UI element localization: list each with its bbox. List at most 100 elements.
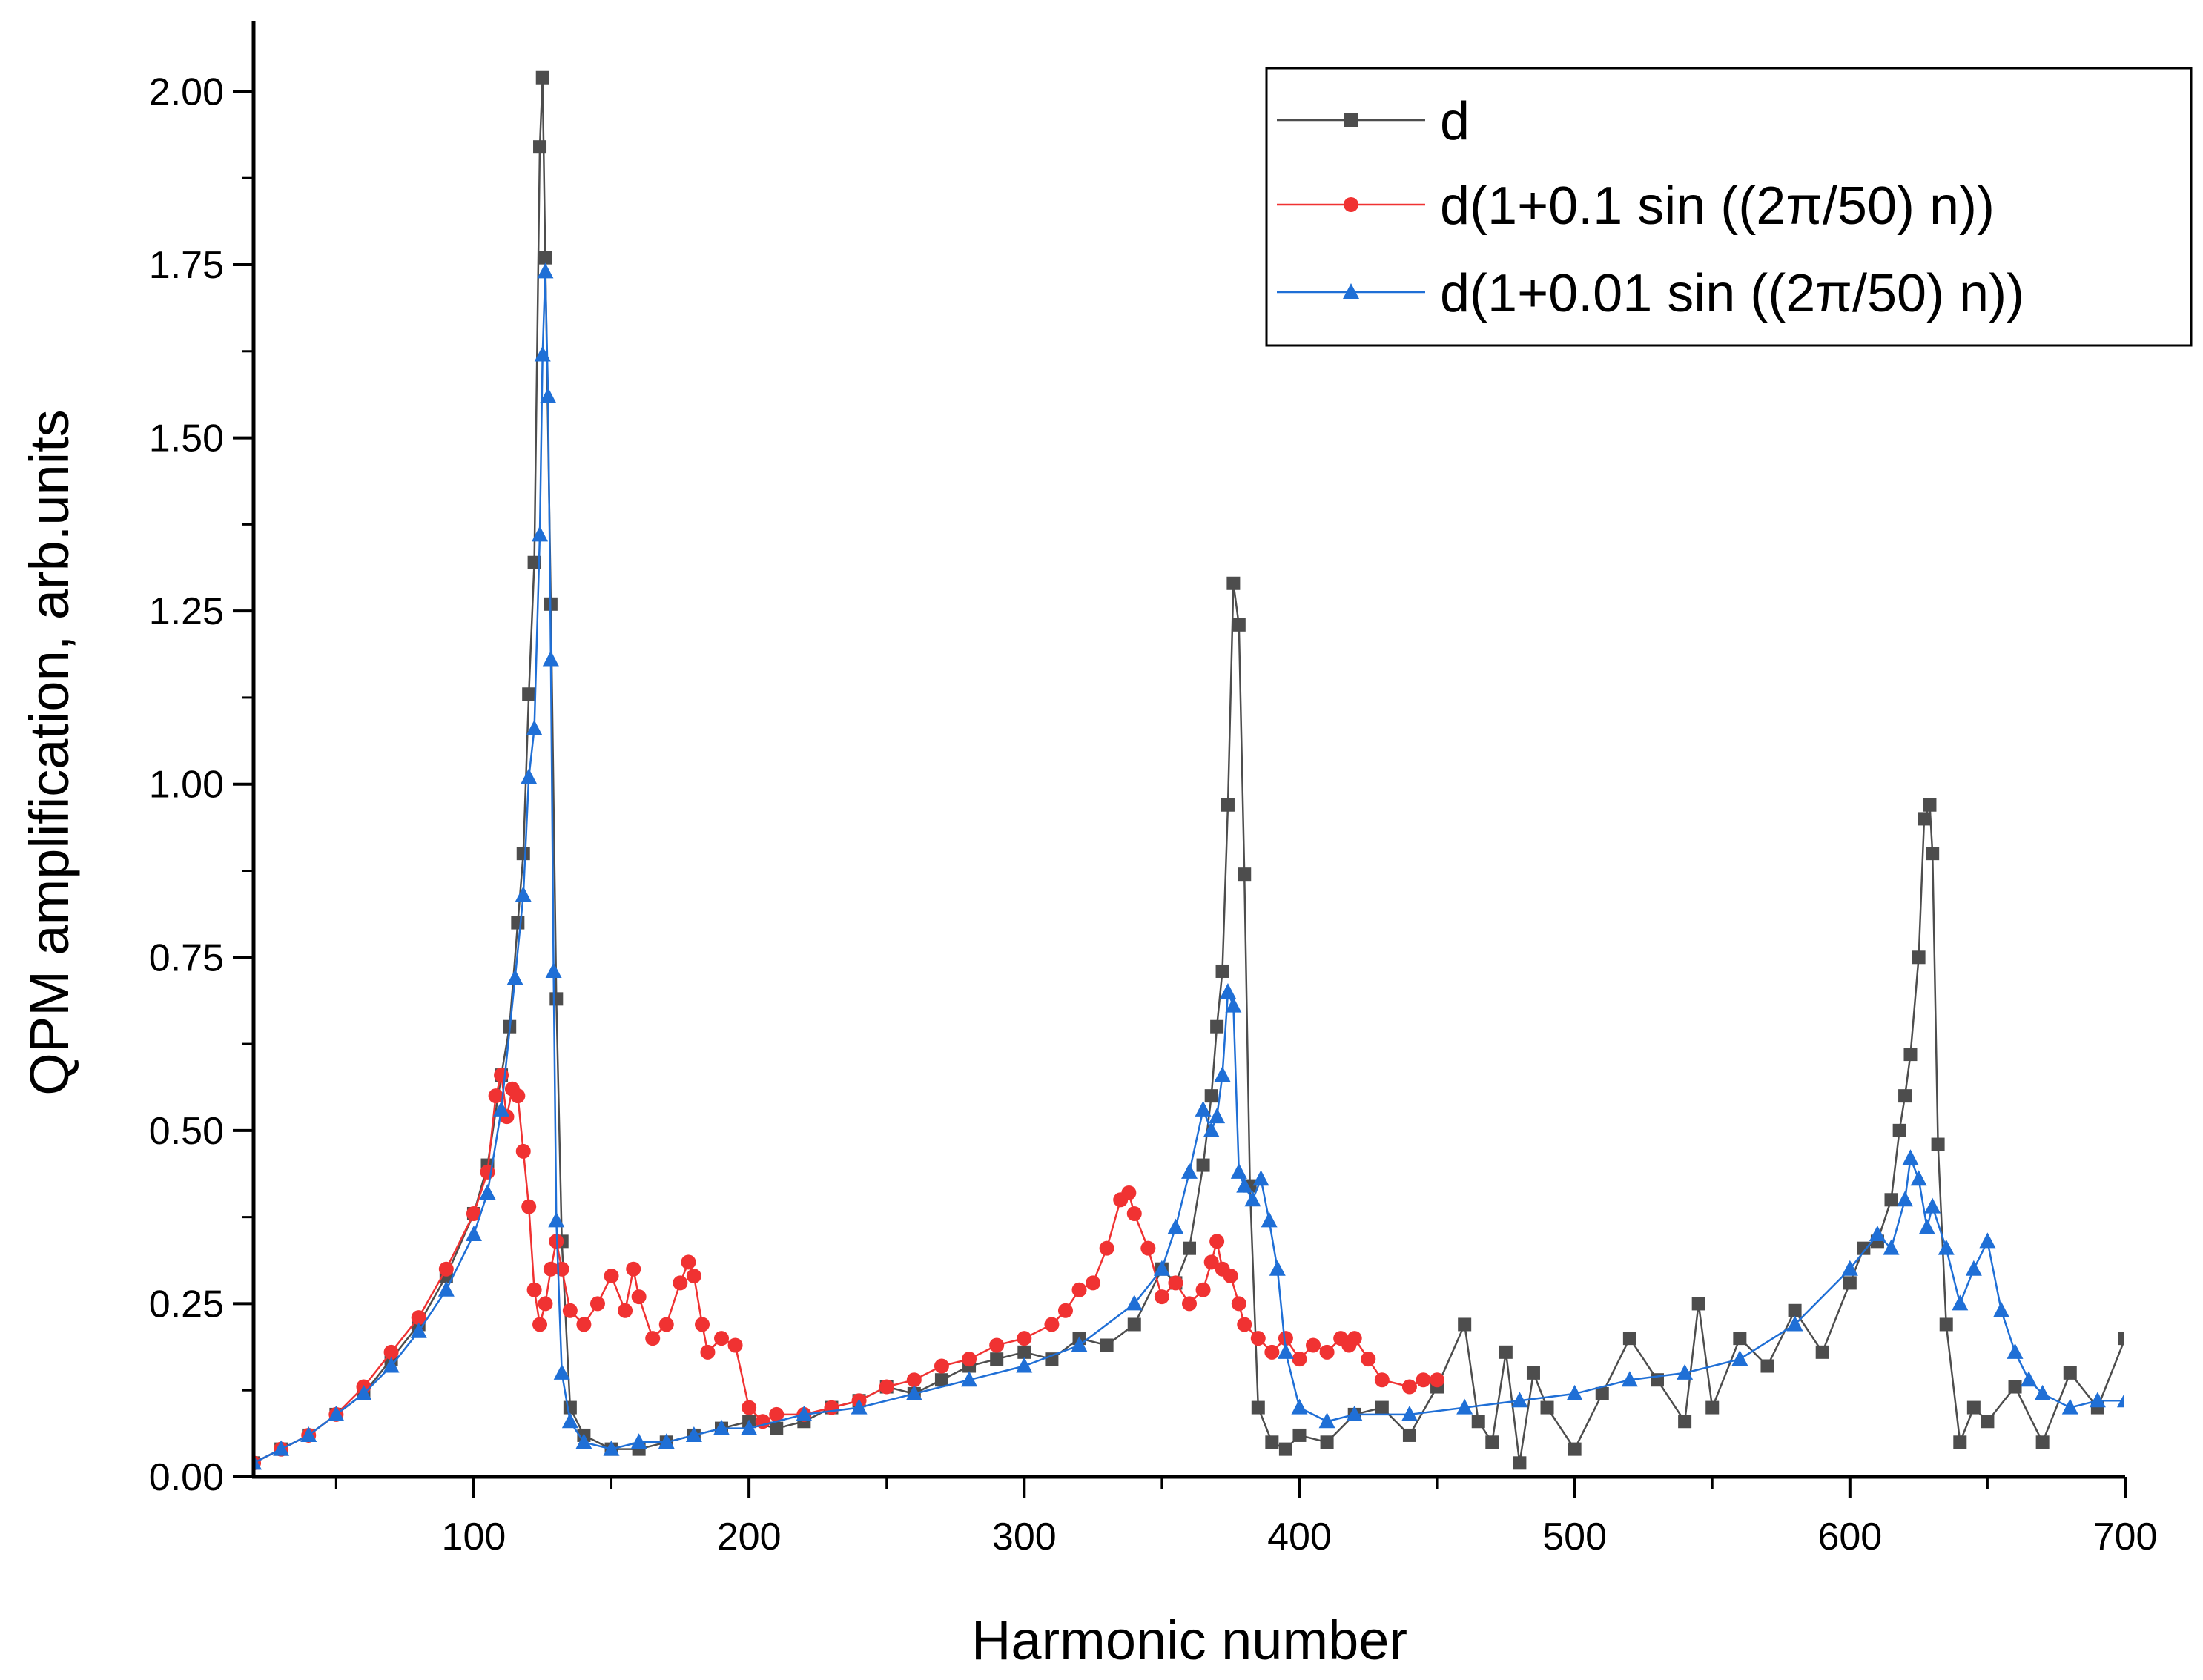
- data-point: [538, 1296, 553, 1312]
- data-point: [1182, 1296, 1197, 1312]
- data-point: [273, 1440, 290, 1456]
- data-point: [511, 916, 525, 930]
- data-point: [1953, 1435, 1967, 1449]
- data-point: [1375, 1400, 1389, 1415]
- data-point: [1815, 1345, 1829, 1359]
- data-point: [1183, 1241, 1196, 1255]
- data-point: [411, 1310, 426, 1326]
- data-point: [1195, 1282, 1211, 1297]
- data-point: [1924, 1197, 1941, 1214]
- data-point: [1912, 950, 1926, 965]
- data-point: [1153, 1260, 1170, 1276]
- data-point: [1731, 1350, 1748, 1366]
- data-point: [1244, 1191, 1261, 1207]
- data-point: [1705, 1400, 1720, 1415]
- data-point: [563, 1400, 577, 1415]
- data-point: [906, 1372, 922, 1388]
- data-point: [1566, 1384, 1583, 1400]
- data-point: [554, 1261, 569, 1277]
- data-point: [1099, 1240, 1114, 1256]
- data-point: [1892, 1123, 1906, 1137]
- data-point: [527, 555, 541, 569]
- data-point: [438, 1261, 454, 1277]
- data-point: [1374, 1372, 1390, 1388]
- data-point: [543, 1261, 558, 1277]
- data-point: [1291, 1398, 1308, 1415]
- data-point: [1965, 1260, 1982, 1276]
- data-point: [1918, 812, 1932, 826]
- legend-label: d(1+0.1 sin ((2π/50) n)): [1440, 176, 1995, 236]
- data-point: [355, 1384, 372, 1400]
- data-point: [658, 1317, 674, 1332]
- data-point: [1251, 1400, 1265, 1415]
- data-point: [1884, 1193, 1898, 1207]
- data-point: [383, 1357, 400, 1373]
- data-point: [741, 1419, 758, 1435]
- data-point: [1992, 1301, 2009, 1317]
- data-point: [488, 1088, 503, 1104]
- data-point: [1526, 1366, 1540, 1380]
- data-point: [521, 768, 538, 784]
- data-point: [1225, 996, 1242, 1013]
- data-point: [2117, 1395, 2124, 1408]
- data-point: [300, 1426, 317, 1442]
- data-point: [1250, 1331, 1266, 1346]
- data-point: [990, 1352, 1004, 1366]
- data-point: [631, 1289, 647, 1305]
- data-point: [1237, 1317, 1252, 1332]
- data-point: [713, 1419, 730, 1435]
- data-point: [254, 1454, 262, 1470]
- data-point: [1278, 1442, 1292, 1456]
- y-tick-label: 1.25: [149, 590, 224, 633]
- data-point: [645, 1331, 661, 1346]
- data-point: [1568, 1442, 1582, 1456]
- data-point: [516, 847, 530, 861]
- data-point: [493, 1100, 510, 1117]
- data-point: [618, 1303, 633, 1318]
- legend-marker: [1343, 283, 1359, 299]
- data-point: [1278, 1331, 1293, 1346]
- x-axis-title: Harmonic number: [971, 1610, 1407, 1671]
- data-point: [537, 262, 554, 279]
- y-axis-title: QPM amplification, arb.units: [19, 409, 80, 1095]
- data-point: [1016, 1357, 1033, 1373]
- data-point: [1595, 1386, 1609, 1400]
- data-point: [532, 526, 549, 542]
- data-point: [328, 1405, 345, 1421]
- data-point: [1786, 1315, 1803, 1332]
- data-point: [1167, 1218, 1184, 1234]
- data-point: [879, 1379, 894, 1395]
- y-tick-label: 1.50: [149, 417, 224, 460]
- data-point: [1910, 1170, 1927, 1186]
- data-point: [1232, 618, 1246, 632]
- data-point: [2021, 1371, 2038, 1387]
- data-point: [727, 1337, 743, 1353]
- data-point: [1168, 1275, 1183, 1291]
- data-point: [1430, 1372, 1445, 1388]
- data-point: [1319, 1344, 1335, 1360]
- data-point: [1939, 1317, 1953, 1332]
- data-point: [714, 1331, 729, 1346]
- data-point: [1127, 1317, 1141, 1332]
- data-point: [1223, 1269, 1238, 1284]
- data-point: [1456, 1398, 1473, 1415]
- data-point: [2035, 1435, 2050, 1449]
- data-point: [1196, 1158, 1210, 1172]
- legend-label: d: [1440, 92, 1470, 151]
- data-point: [1416, 1372, 1431, 1388]
- x-tick-label: 600: [1817, 1515, 1882, 1558]
- data-point: [1678, 1415, 1692, 1429]
- data-point: [1265, 1435, 1279, 1449]
- data-point: [515, 1143, 531, 1159]
- x-tick-label: 500: [1542, 1515, 1607, 1558]
- y-tick-label: 1.75: [149, 244, 224, 287]
- data-point: [905, 1384, 922, 1400]
- data-point: [1898, 1089, 1912, 1103]
- data-point: [1238, 867, 1252, 882]
- data-point: [989, 1337, 1005, 1353]
- data-point: [604, 1269, 619, 1284]
- data-point: [1209, 1234, 1225, 1249]
- data-point: [1471, 1415, 1485, 1429]
- data-point: [1903, 1048, 1918, 1062]
